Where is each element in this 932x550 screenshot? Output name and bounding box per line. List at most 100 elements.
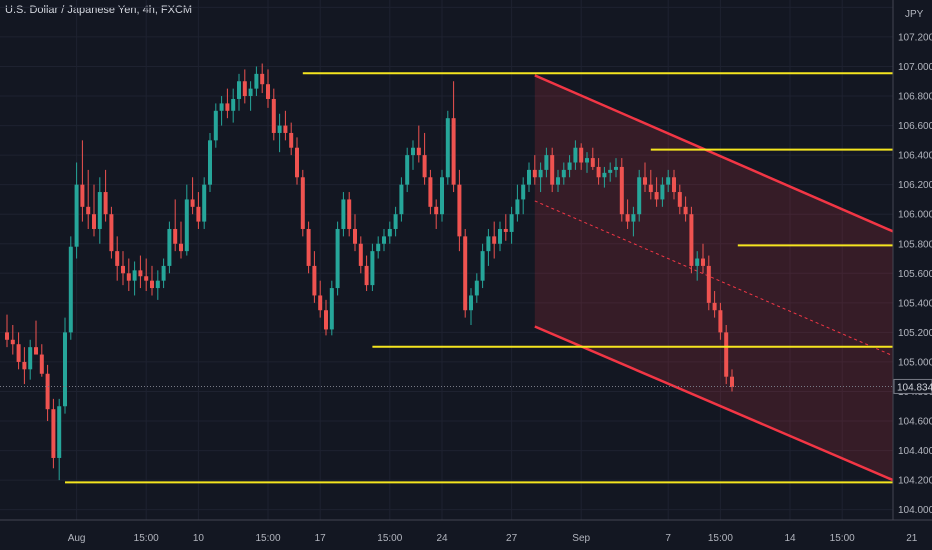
candle-body [16,344,21,362]
candle [126,258,131,292]
candle [718,302,723,340]
candle [277,113,282,153]
candle [567,155,572,178]
candle [173,199,178,252]
candle [283,110,288,141]
candle [451,81,456,193]
candle-body [283,125,288,133]
candle [486,228,491,266]
candle [515,184,520,222]
candle [86,169,91,229]
candle [295,137,299,185]
time-tick-label: 24 [436,533,448,544]
candle-body [289,132,294,148]
candle [492,221,497,259]
channel-fill [534,75,932,497]
candle [631,206,636,237]
candle [614,158,618,178]
candle [16,332,21,370]
candle-body [509,214,514,232]
candle [619,158,624,222]
candle-body [602,172,607,178]
price-axis-bg [893,0,932,550]
candle-body [498,228,502,244]
candle-body [341,199,346,229]
candle [579,143,584,170]
candle [370,243,375,292]
time-axis: Aug 15:00 10 15:00 17 15:00 24 27 Sep 7 15:00 14 15:… [0,519,932,544]
candle-body [80,184,85,207]
candle-body [527,169,531,185]
time-tick-label: 10 [193,533,205,544]
time-tick-label: 27 [506,533,518,544]
candle [97,177,102,244]
candle-body [329,288,334,330]
candle-body [718,310,723,333]
candle [318,280,323,318]
time-tick-label: Aug [68,533,86,544]
price-tick-label: 106.600 [898,121,932,132]
candle [724,325,729,385]
candle-body [654,192,659,200]
candle-body [457,184,462,237]
candle [648,169,653,200]
time-tick-label: Sep [572,533,590,544]
candle [190,177,195,215]
candle [10,325,15,355]
candle-body [706,265,711,303]
candle-body [358,243,363,266]
candle-body [503,228,508,232]
candle-body [190,199,195,207]
candle [463,228,468,318]
candle-body [637,177,642,215]
candle-body [596,166,601,178]
candle [672,169,676,200]
candle-body [103,192,108,215]
candle-body [683,206,688,215]
candle [509,206,514,244]
candle-body [277,125,282,133]
price-tick-label: 104.400 [898,446,932,457]
candle [503,214,508,241]
candle [39,344,44,377]
candle [585,152,589,173]
candle-body [585,158,589,163]
candle [28,339,33,380]
candle-body [318,295,323,311]
candle [608,162,613,182]
candle-body [532,169,537,178]
candle [556,169,560,193]
candle-body [428,177,433,207]
candle-body [121,265,125,274]
candle-body [260,73,265,85]
candle-body [34,347,38,355]
candle [324,299,328,336]
candle-body [219,103,224,111]
candle [103,169,108,222]
candle-body [416,147,421,156]
candle [376,236,381,259]
candle-body [521,184,526,200]
candle-body [689,214,694,266]
price-tick-label: 106.200 [898,180,932,191]
candle-body [45,373,50,410]
candle [57,398,62,481]
candle-body [179,243,183,252]
candle [237,73,241,111]
candle [121,251,125,286]
candle-body [411,147,415,156]
candle [347,192,352,237]
candle-body [86,206,91,215]
candle [706,255,711,311]
candle-body [353,228,357,244]
candle-body [144,276,149,281]
candle [393,206,398,237]
candle [306,221,311,274]
candle-body [625,214,630,222]
candle [74,162,79,259]
candle-body [150,280,154,289]
current-price-label: 104.834 [897,382,932,393]
candle [225,88,230,119]
time-tick-label: 7 [665,533,671,544]
